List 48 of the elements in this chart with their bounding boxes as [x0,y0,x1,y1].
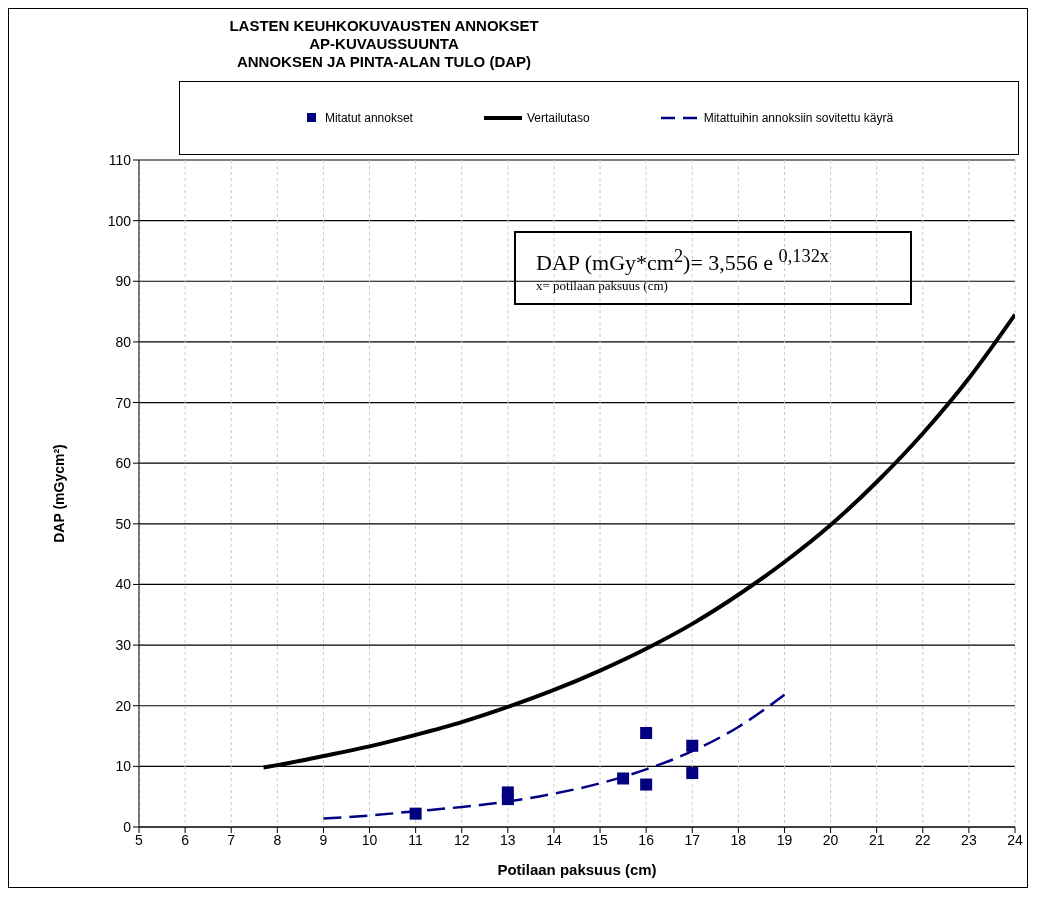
x-tick-label: 14 [546,831,562,848]
x-tick-label: 21 [868,831,885,848]
x-tick-label: 18 [730,831,747,848]
legend-label: Mitattuihin annoksiin sovitettu käyrä [703,111,894,125]
x-tick-label: 7 [227,831,236,848]
y-tick-label: 70 [115,394,132,411]
y-tick-label: 30 [115,637,132,654]
annotation: x= potilaan paksuus (cm) [536,278,669,295]
legend-label: Vertailutaso [526,111,590,125]
line-series [322,693,786,820]
x-tick-label: 5 [135,831,144,848]
y-tick-label: 90 [115,273,132,290]
annotation: DAP (mGy*cm$^{2}$)= 3,556 e $^{0,132x}$ [536,245,830,278]
y-tick-label: 110 [108,151,132,168]
point [686,767,699,780]
point [409,807,422,820]
x-tick-label: 24 [1007,831,1023,848]
point [640,727,653,740]
point [617,772,630,785]
x-axis-title: Potilaan paksuus (cm) [497,861,657,878]
x-tick-label: 10 [361,831,378,848]
point [640,778,653,791]
y-tick-label: 0 [123,818,132,835]
y-tick-label: 80 [115,333,132,350]
legend-label: Mitatut annokset [324,111,413,125]
chart-title: LASTEN KEUHKOKUVAUSTEN ANNOKSET AP-KUVAUSSUUNTA ANNOKSEN JA PINTA-ALAN TULO (DAP) [228,17,540,71]
y-axis-title: DAP (mGycm²) [50,444,67,543]
x-tick-label: 15 [592,831,609,848]
point [686,739,699,752]
y-tick-label: 50 [115,515,132,532]
y-tick-label: 60 [115,455,132,472]
point [501,793,514,806]
x-tick-label: 22 [915,831,931,848]
x-tick-label: 19 [776,831,793,848]
x-tick-label: 23 [961,831,977,848]
x-tick-label: 9 [319,831,328,848]
y-tick-label: 20 [115,697,132,714]
x-tick-label: 8 [273,831,282,848]
x-tick-label: 11 [408,831,424,848]
x-tick-label: 12 [453,831,470,848]
x-tick-label: 13 [500,831,516,848]
y-tick-label: 100 [107,212,132,229]
y-tick-label: 40 [115,576,132,593]
x-tick-label: 20 [822,831,839,848]
x-tick-label: 16 [638,831,655,848]
x-tick-label: 17 [684,831,701,848]
y-tick-label: 10 [115,758,132,775]
x-tick-label: 6 [181,831,190,848]
